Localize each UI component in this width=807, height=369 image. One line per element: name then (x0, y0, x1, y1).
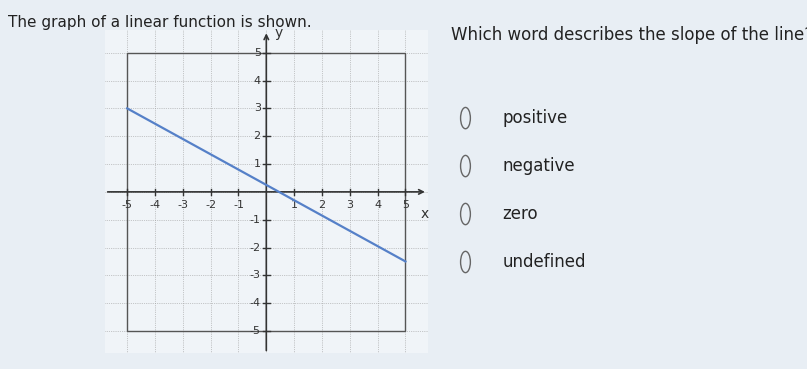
Text: x: x (420, 207, 429, 221)
Text: 5: 5 (253, 48, 261, 58)
Text: -5: -5 (249, 326, 261, 336)
Text: Which word describes the slope of the line?: Which word describes the slope of the li… (450, 26, 807, 44)
Text: negative: negative (503, 157, 575, 175)
Text: zero: zero (503, 205, 538, 223)
Text: -1: -1 (233, 200, 244, 210)
Text: -4: -4 (249, 298, 261, 308)
Text: 1: 1 (291, 200, 298, 210)
Text: 1: 1 (253, 159, 261, 169)
Text: 4: 4 (374, 200, 381, 210)
Text: 4: 4 (253, 76, 261, 86)
Bar (128, 53, 405, 331)
Text: undefined: undefined (503, 253, 586, 271)
Text: -5: -5 (122, 200, 132, 210)
Text: 2: 2 (253, 131, 261, 141)
Text: The graph of a linear function is shown.: The graph of a linear function is shown. (8, 15, 312, 30)
Text: 3: 3 (346, 200, 353, 210)
Text: -2: -2 (249, 242, 261, 252)
Text: -4: -4 (149, 200, 161, 210)
Text: 5: 5 (402, 200, 409, 210)
Text: 3: 3 (253, 103, 261, 113)
Text: positive: positive (503, 109, 568, 127)
Text: -2: -2 (205, 200, 216, 210)
Text: -1: -1 (249, 215, 261, 225)
Text: -3: -3 (178, 200, 188, 210)
Text: -3: -3 (249, 270, 261, 280)
Text: y: y (274, 26, 283, 40)
Text: 2: 2 (319, 200, 325, 210)
